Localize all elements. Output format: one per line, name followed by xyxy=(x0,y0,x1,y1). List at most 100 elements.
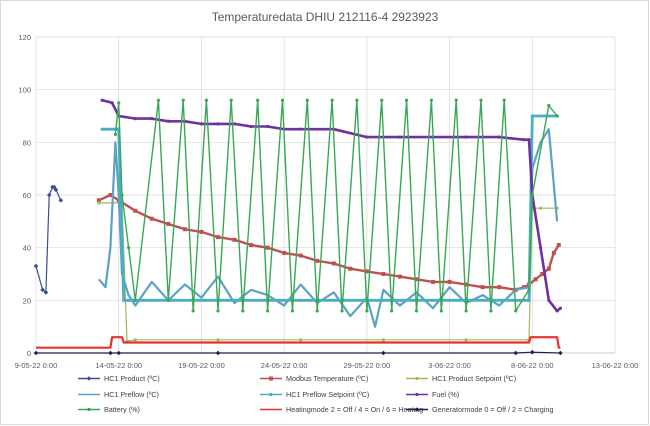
legend-item: HC1 Preflow Setpoint (ºC) xyxy=(260,390,369,399)
data-point xyxy=(110,101,114,105)
legend-item: Generatormode 0 = Off / 2 = Charging xyxy=(406,405,553,414)
data-point xyxy=(381,338,385,342)
data-point xyxy=(315,258,320,263)
data-point xyxy=(479,98,483,102)
legend-item: Modbus Temperature (ºC) xyxy=(260,374,368,383)
data-point xyxy=(514,309,518,313)
data-point xyxy=(249,124,253,129)
x-tick-label: 29-05-22 0:00 xyxy=(344,361,391,370)
legend-label: Heatingmode 2 = Off / 4 = On / 6 = Heati… xyxy=(286,405,423,414)
data-point xyxy=(305,98,309,102)
data-point xyxy=(489,309,493,313)
data-point xyxy=(265,245,270,250)
data-point xyxy=(331,261,336,266)
data-point xyxy=(100,127,104,131)
series-line xyxy=(36,336,561,349)
data-point xyxy=(390,309,394,313)
chart-title: Temperaturedata DHIU 212116-4 2923923 xyxy=(212,10,439,24)
legend-item: HC1 Product Setpoint (ºC) xyxy=(406,374,516,383)
data-point xyxy=(166,119,170,123)
data-point xyxy=(108,350,113,356)
y-tick-label: 80 xyxy=(23,138,31,147)
data-point xyxy=(133,298,137,302)
data-point xyxy=(133,208,138,213)
data-point xyxy=(216,122,220,126)
legend-marker xyxy=(86,376,92,381)
legend-marker xyxy=(414,407,420,412)
legend-label: HC1 Preflow Setpoint (ºC) xyxy=(286,390,369,399)
data-point xyxy=(149,216,154,221)
data-point xyxy=(166,221,171,226)
data-point xyxy=(108,193,113,197)
legend-marker xyxy=(269,392,273,397)
series-line xyxy=(98,193,560,291)
data-point xyxy=(282,250,287,255)
data-point xyxy=(266,124,270,129)
legend-label: HC1 Preflow (ºC) xyxy=(104,390,159,399)
y-tick-label: 60 xyxy=(23,191,31,200)
data-point xyxy=(464,135,468,139)
legend-label: Battery (%) xyxy=(104,405,140,414)
data-point xyxy=(530,114,534,118)
data-point xyxy=(191,309,195,313)
data-point xyxy=(156,98,161,102)
data-point xyxy=(40,287,45,293)
x-tick-label: 9-05-22 0:00 xyxy=(15,361,58,370)
data-point xyxy=(355,98,359,102)
data-point xyxy=(529,349,535,355)
data-point xyxy=(540,272,545,276)
data-point xyxy=(51,184,57,190)
y-tick-label: 40 xyxy=(23,244,31,253)
data-point xyxy=(454,98,458,102)
data-point xyxy=(120,193,124,197)
data-point xyxy=(414,309,419,313)
legend-item: Heatingmode 2 = Off / 4 = On / 6 = Heati… xyxy=(260,405,423,414)
data-point xyxy=(204,98,208,102)
series-9 xyxy=(33,349,563,356)
legend-item: Battery (%) xyxy=(78,405,140,414)
data-point xyxy=(547,298,551,302)
data-point xyxy=(97,201,101,205)
data-point xyxy=(381,272,386,276)
data-point xyxy=(232,237,237,242)
x-tick-label: 24-05-22 0:00 xyxy=(261,361,308,370)
data-point xyxy=(216,309,220,313)
data-point xyxy=(299,127,303,131)
data-point xyxy=(527,288,531,292)
legend-item: HC1 Preflow (ºC) xyxy=(78,390,159,399)
data-point xyxy=(522,138,526,142)
x-tick-label: 3-06-22 0:00 xyxy=(428,361,471,370)
data-point xyxy=(290,309,295,313)
series-1 xyxy=(33,184,64,295)
data-point xyxy=(53,187,59,193)
data-point xyxy=(547,103,551,108)
data-point xyxy=(414,277,419,282)
data-point xyxy=(232,122,237,126)
legend-label: HC1 Product (ºC) xyxy=(104,374,160,383)
legend-label: HC1 Product Setpoint (ºC) xyxy=(432,374,516,383)
x-tick-label: 14-05-22 0:00 xyxy=(95,361,142,370)
data-point xyxy=(33,263,39,269)
legend-label: Generatormode 0 = Off / 2 = Charging xyxy=(432,405,553,414)
data-point xyxy=(381,350,386,356)
data-point xyxy=(398,135,402,139)
data-point xyxy=(558,350,563,356)
data-point xyxy=(533,277,538,282)
data-point xyxy=(431,279,436,284)
data-point xyxy=(127,298,131,302)
legend-marker xyxy=(415,392,419,397)
data-point xyxy=(117,101,121,105)
data-point xyxy=(348,266,353,271)
data-point xyxy=(127,246,131,250)
data-point xyxy=(166,298,170,302)
data-point xyxy=(113,132,118,137)
series-layer xyxy=(33,98,563,356)
data-point xyxy=(558,306,563,310)
data-point xyxy=(381,298,385,302)
y-tick-label: 20 xyxy=(23,296,31,305)
legend-item: Fuel (%) xyxy=(406,390,459,399)
data-point xyxy=(538,246,543,250)
data-point xyxy=(96,198,101,203)
data-point xyxy=(447,279,452,284)
